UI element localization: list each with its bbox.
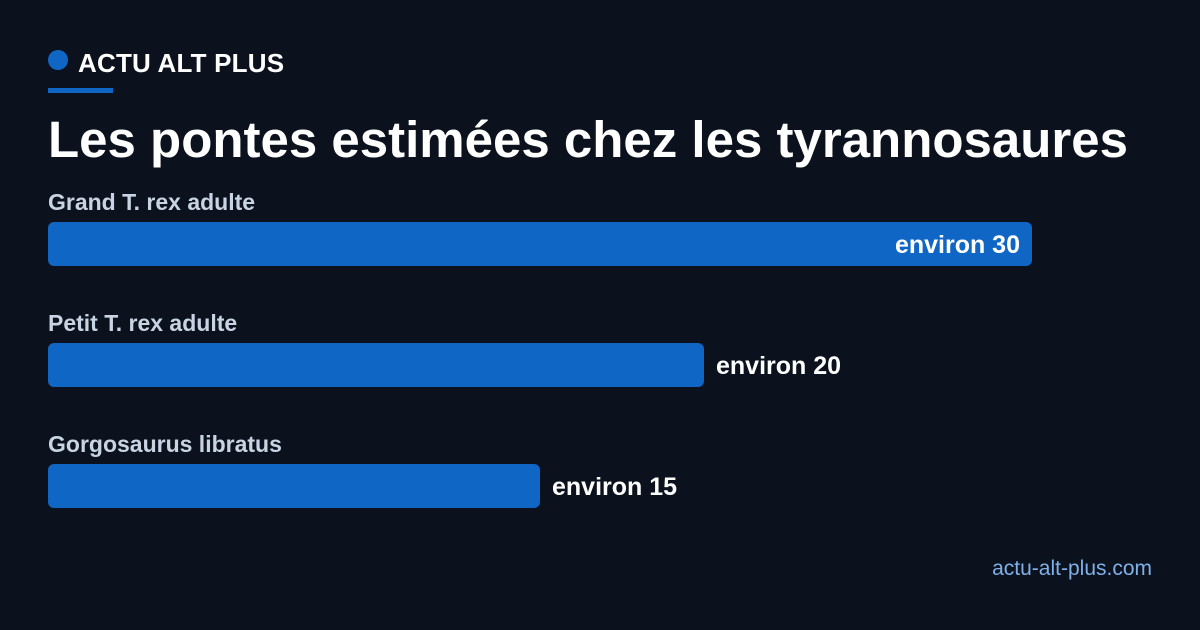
bar (48, 222, 1032, 266)
source-link[interactable]: actu-alt-plus.com (992, 557, 1152, 580)
category-label: Petit T. rex adulte (48, 310, 237, 336)
category-label: Gorgosaurus libratus (48, 431, 282, 457)
bar (48, 343, 704, 387)
value-label: environ 30 (895, 231, 1020, 259)
page-title: Les pontes estimées chez les tyrannosaur… (48, 111, 1128, 168)
value-label: environ 20 (716, 352, 841, 380)
brand-name: ACTU ALT PLUS (78, 47, 285, 78)
brand: ACTU ALT PLUS (48, 46, 284, 80)
category-label: Grand T. rex adulte (48, 189, 255, 215)
brand-underline (48, 88, 113, 93)
value-label: environ 15 (552, 473, 677, 501)
brand-dot-icon (48, 50, 68, 70)
bar (48, 464, 540, 508)
